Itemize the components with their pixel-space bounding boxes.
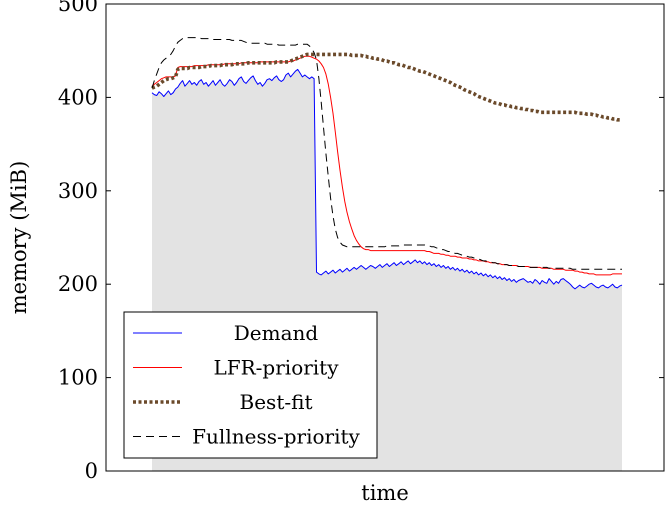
legend-label-fullness-priority: Fullness-priority xyxy=(192,425,360,449)
series-layer xyxy=(151,37,623,290)
y-axis-label: memory (MiB) xyxy=(7,161,31,315)
legend-label-lfr-priority: LFR-priority xyxy=(213,356,339,380)
legend-label-best-fit: Best-fit xyxy=(240,390,313,414)
y-tick-label: 100 xyxy=(58,366,98,390)
y-axis-ticks: 0 100 200 300 400 500 xyxy=(58,0,664,483)
y-tick-label: 400 xyxy=(58,85,98,109)
best-fit-series-line xyxy=(151,52,622,122)
fullness-priority-series-line xyxy=(151,37,622,270)
y-tick-label: 300 xyxy=(58,179,98,203)
y-tick-label: 0 xyxy=(85,459,98,483)
plot-frame xyxy=(105,3,665,472)
legend: Demand LFR-priority Best-fit Fullness-prior… xyxy=(123,311,378,459)
y-tick-label: 500 xyxy=(58,0,98,16)
y-tick-label: 200 xyxy=(58,272,98,296)
x-axis-label: time xyxy=(361,481,409,505)
demand-series-line xyxy=(151,68,623,290)
legend-label-demand: Demand xyxy=(234,321,319,345)
legend-box xyxy=(123,311,378,459)
lfr-priority-series-line xyxy=(151,55,622,276)
